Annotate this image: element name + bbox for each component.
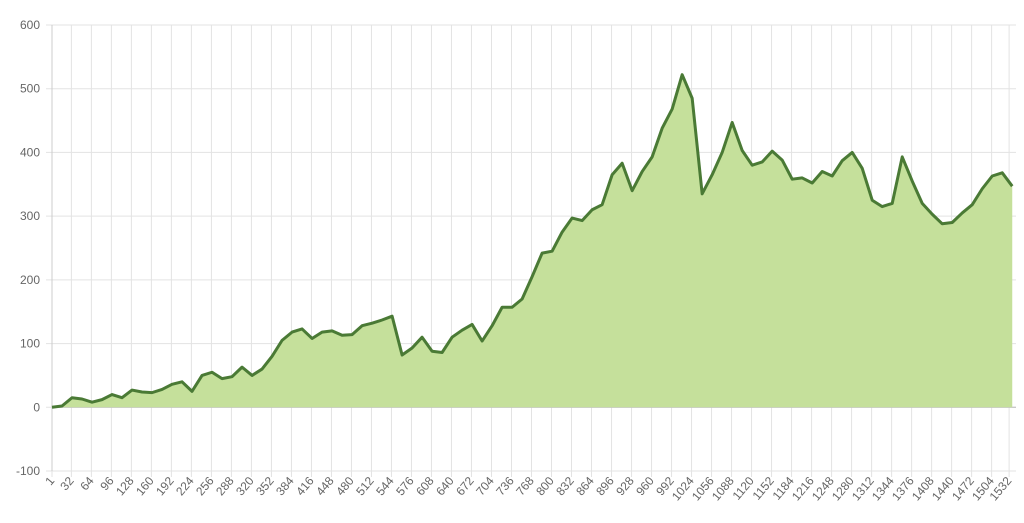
x-tick-label: 384 [273,474,297,499]
x-tick-label: 320 [233,474,257,499]
y-tick-label: 200 [20,273,40,287]
x-tick-label: 768 [513,474,537,499]
x-tick-label: 800 [533,474,557,499]
x-tick-label: 160 [133,474,157,499]
x-tick-label: 576 [393,474,417,499]
y-tick-label: 300 [20,209,40,223]
x-tick-label: 896 [593,474,617,499]
x-tick-label: 480 [333,474,357,499]
y-tick-label: 600 [20,18,40,32]
x-tick-label: 736 [493,474,517,499]
y-tick-label: 0 [33,400,40,414]
x-tick-label: 608 [413,474,437,499]
y-tick-label: 500 [20,82,40,96]
x-tick-label: 32 [57,474,77,493]
x-tick-label: 416 [293,474,317,499]
x-tick-label: 352 [253,474,277,499]
x-tick-label: 640 [433,474,457,499]
x-tick-label: 1 [42,474,57,488]
y-tick-label: 400 [20,145,40,159]
x-tick-label: 672 [453,474,477,499]
x-tick-label: 960 [633,474,657,499]
x-tick-label: 192 [153,474,177,499]
x-tick-label: 256 [193,474,217,499]
area [52,74,1013,408]
x-tick-label: 288 [213,474,237,499]
y-tick-label: -100 [16,464,40,478]
x-tick-label: 544 [373,474,397,499]
y-tick-label: 100 [20,337,40,351]
x-tick-label: 864 [573,474,597,499]
x-tick-label: 448 [313,474,337,499]
x-tick-label: 512 [353,474,377,499]
x-tick-label: 224 [173,474,197,499]
line [51,73,1014,409]
x-tick-label: 64 [77,474,97,493]
x-tick-label: 928 [613,474,637,499]
x-tick-label: 832 [553,474,577,499]
x-tick-label: 128 [113,474,137,499]
x-tick-label: 704 [473,474,497,499]
